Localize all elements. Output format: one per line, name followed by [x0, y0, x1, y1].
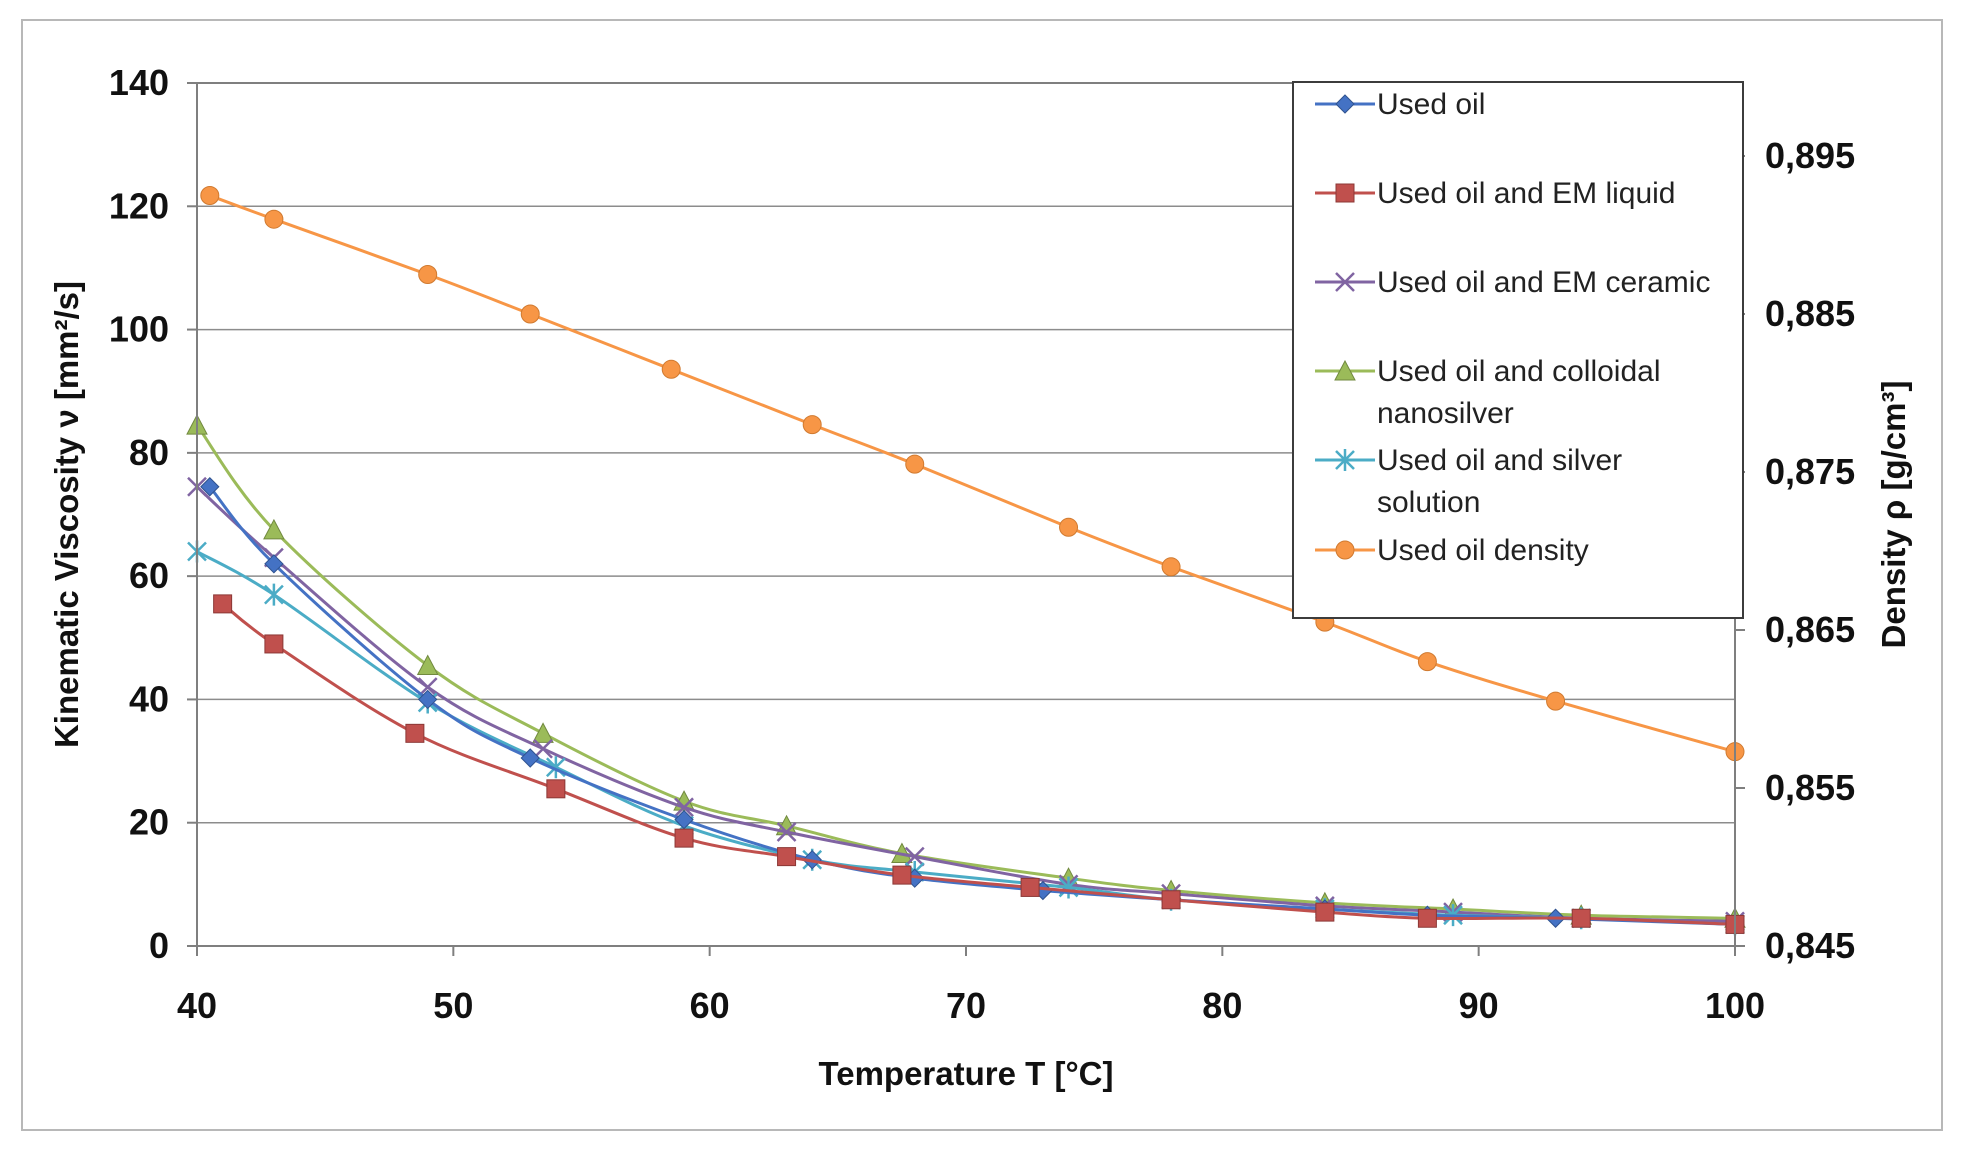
x-tick-label: 90 — [1459, 985, 1499, 1026]
legend-entry: Used oil and colloidal nanosilver — [1315, 355, 1661, 430]
y-tick-label: 60 — [129, 555, 169, 596]
data-point — [1571, 908, 1591, 928]
legend-swatch-marker — [1335, 94, 1355, 114]
x-tick-label: 100 — [1705, 985, 1765, 1026]
legend-swatch-marker — [1334, 359, 1356, 381]
legend-label: solution — [1377, 486, 1480, 519]
legend-swatch-marker — [1335, 449, 1355, 471]
y-tick-label: 100 — [109, 309, 169, 350]
chart-frame — [21, 19, 1943, 1131]
data-point — [1059, 517, 1079, 537]
data-point — [264, 583, 284, 606]
x-tick-label: 60 — [690, 985, 730, 1026]
data-point — [1020, 877, 1040, 897]
data-point — [661, 359, 681, 379]
legend-entry: Used oil — [1315, 88, 1485, 121]
data-point — [1546, 691, 1566, 711]
data-point — [1161, 890, 1181, 910]
data-point — [777, 847, 797, 867]
data-point — [263, 518, 285, 540]
data-point — [213, 594, 233, 614]
y-tick-label: 120 — [109, 185, 169, 226]
legend-label: Used oil and silver — [1377, 444, 1622, 477]
data-point — [904, 846, 925, 867]
data-point — [264, 554, 284, 574]
data-point — [405, 723, 425, 743]
x-tick-label: 50 — [433, 985, 473, 1026]
data-point — [892, 865, 912, 885]
legend-swatch-marker — [1335, 272, 1355, 292]
legend-swatch-marker — [1335, 540, 1355, 560]
legend-entry: Used oil and silver solution — [1315, 444, 1622, 519]
data-point — [1315, 902, 1335, 922]
data-point — [1417, 908, 1437, 928]
x-axis-title: Temperature T [°C] — [819, 1055, 1114, 1092]
y2-tick-label: 0,885 — [1765, 293, 1855, 334]
data-point — [905, 454, 925, 474]
y-tick-label: 0 — [149, 925, 169, 966]
legend-label: Used oil — [1377, 88, 1485, 121]
legend-label: Used oil and EM liquid — [1377, 177, 1676, 210]
data-point — [264, 209, 284, 229]
legend-entry: Used oil and EM ceramic — [1315, 266, 1710, 299]
legend-swatch-marker — [1335, 183, 1355, 203]
data-point — [674, 828, 694, 848]
legend-label: Used oil density — [1377, 534, 1589, 567]
series-line — [221, 602, 1736, 926]
x-tick-label: 80 — [1202, 985, 1242, 1026]
data-point — [418, 265, 438, 284]
data-point — [520, 748, 540, 768]
x-tick-label: 40 — [177, 985, 217, 1026]
legend-entry: Used oil and EM liquid — [1315, 177, 1676, 210]
y-axis-title: Kinematic Viscosity ν [mm²/s] — [48, 281, 85, 748]
y-tick-label: 40 — [129, 678, 169, 719]
y2-axis-title: Density ρ [g/cm³] — [1875, 381, 1912, 649]
data-point — [417, 689, 438, 710]
legend-label: nanosilver — [1377, 397, 1514, 430]
y2-tick-label: 0,875 — [1765, 451, 1855, 492]
data-point — [520, 304, 540, 324]
legend: Used oil Used oil and EM liquid Used oil a… — [1292, 81, 1744, 619]
data-point — [546, 779, 566, 799]
y-tick-label: 20 — [129, 802, 169, 843]
x-tick-label: 70 — [946, 985, 986, 1026]
data-point — [533, 738, 553, 759]
series-line — [209, 194, 1736, 754]
legend-label: Used oil and colloidal — [1377, 355, 1661, 388]
data-point — [200, 477, 220, 497]
y-tick-label: 140 — [109, 62, 169, 103]
legend-entry: Used oil density — [1315, 534, 1589, 567]
legend-box — [1292, 81, 1744, 619]
data-point — [416, 654, 439, 676]
data-point — [200, 186, 220, 205]
data-point — [532, 722, 554, 743]
data-point — [802, 415, 822, 435]
y-tick-label: 80 — [129, 432, 169, 473]
data-point — [776, 822, 797, 842]
data-point — [264, 634, 284, 654]
data-point — [674, 797, 694, 818]
y2-tick-label: 0,865 — [1765, 609, 1855, 650]
data-point — [1417, 652, 1437, 672]
y2-tick-label: 0,855 — [1765, 767, 1855, 808]
legend-label: Used oil and EM ceramic — [1377, 266, 1710, 299]
series-1 — [213, 594, 1745, 934]
y2-tick-label: 0,895 — [1765, 135, 1855, 176]
data-point — [1161, 557, 1181, 577]
y2-tick-label: 0,845 — [1765, 925, 1855, 966]
